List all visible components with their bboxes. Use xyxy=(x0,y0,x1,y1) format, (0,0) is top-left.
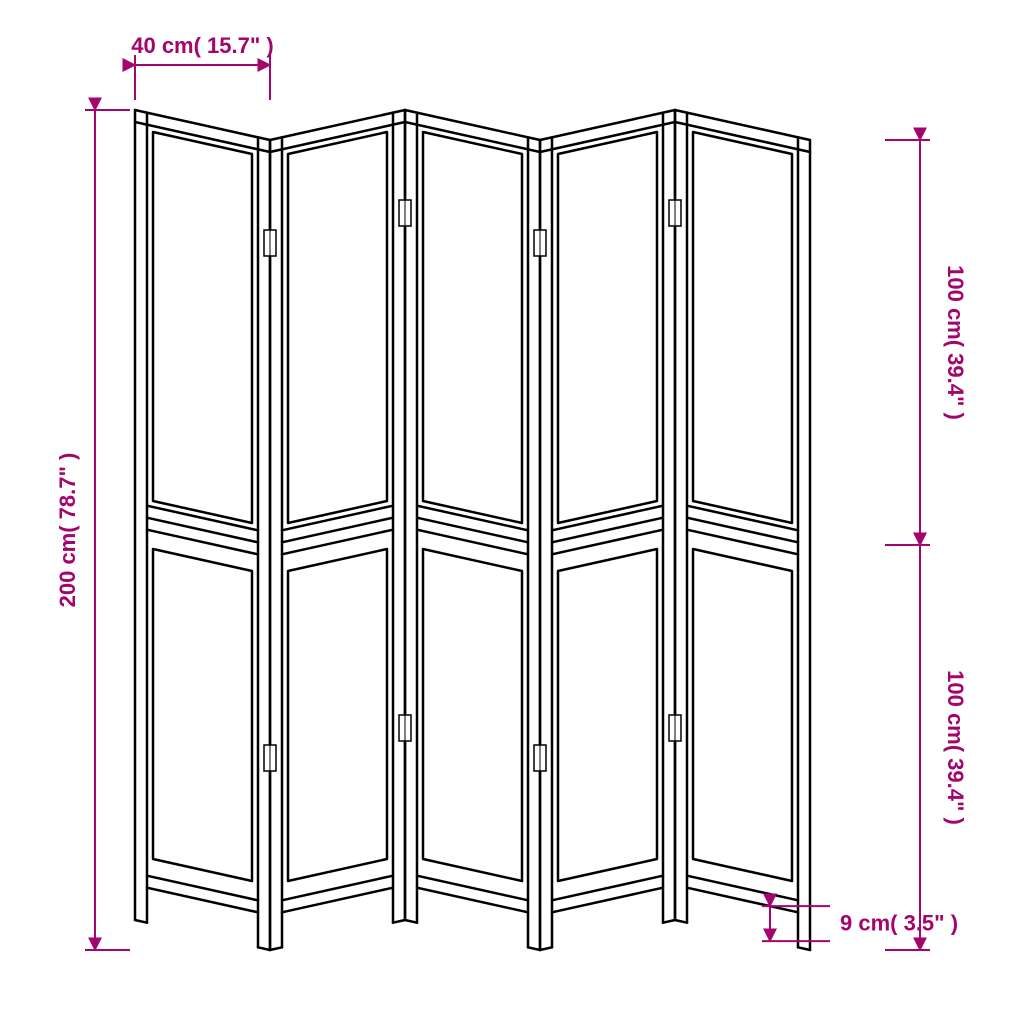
dim-panel-width: 40 cm( 15.7" ) xyxy=(131,33,274,58)
dim-leg-height: 9 cm( 3.5" ) xyxy=(840,911,958,936)
dimension-diagram: 40 cm( 15.7" ) 200 cm( 78.7" ) 100 cm( 39.… xyxy=(0,0,1024,1024)
dimension-annotations: 40 cm( 15.7" ) 200 cm( 78.7" ) 100 cm( 39.… xyxy=(55,33,968,950)
dim-upper-section: 100 cm( 39.4" ) xyxy=(943,265,968,420)
room-divider xyxy=(135,110,810,950)
dim-total-height: 200 cm( 78.7" ) xyxy=(55,453,80,608)
dim-lower-section: 100 cm( 39.4" ) xyxy=(943,670,968,825)
